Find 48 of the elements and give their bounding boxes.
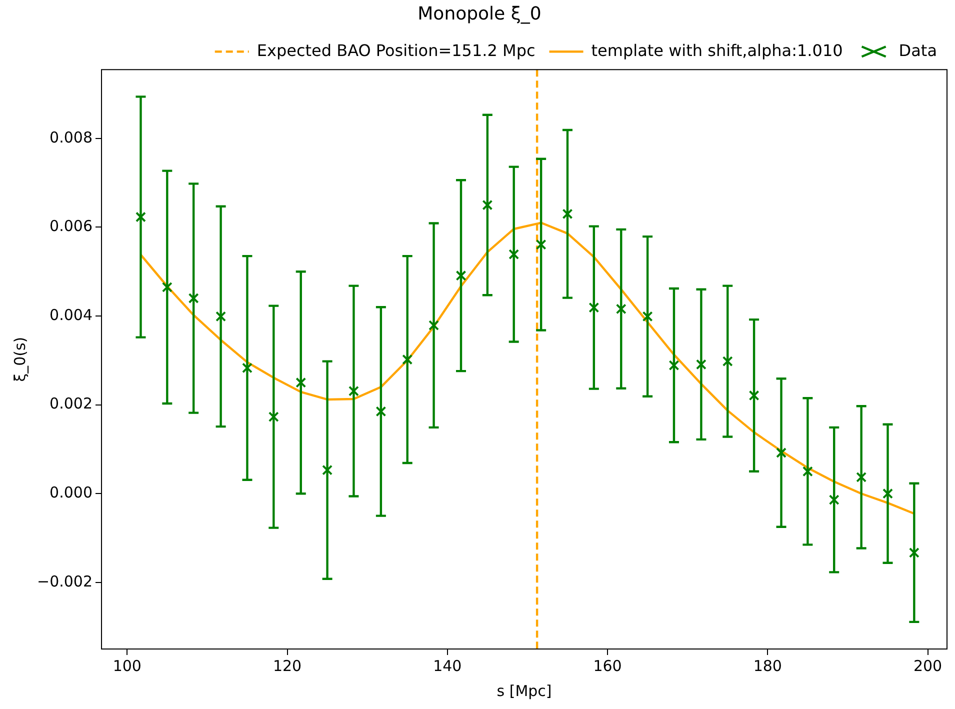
- point: [136, 212, 146, 222]
- point: [216, 311, 226, 322]
- chart-title: Monopole ξ_0: [418, 3, 542, 24]
- point: [696, 359, 706, 370]
- point: [376, 406, 386, 417]
- y-tick-label: 0.000: [50, 483, 93, 502]
- point: [588, 302, 600, 313]
- point: [268, 412, 279, 422]
- point: [856, 472, 867, 482]
- y-tick-label: 0.004: [50, 306, 93, 324]
- y-axis-title: ξ_0(s): [10, 336, 29, 382]
- point: [188, 293, 199, 304]
- point: [242, 362, 252, 374]
- y-tick-label: 0.006: [50, 217, 93, 236]
- x-tick-label: 120: [272, 656, 302, 675]
- point: [642, 311, 653, 322]
- point: [908, 547, 920, 558]
- point: [562, 208, 573, 220]
- legend-label: Data: [898, 40, 937, 60]
- point: [322, 464, 333, 476]
- point: [162, 282, 172, 292]
- point: [748, 390, 760, 401]
- x-tick-label: 100: [112, 656, 142, 675]
- legend-label: template with shift,alpha:1.010: [591, 40, 843, 60]
- point: [616, 304, 626, 314]
- point: [776, 448, 787, 458]
- point: [802, 466, 813, 477]
- x-tick-label: 160: [593, 656, 622, 675]
- legend-label: Expected BAO Position=151.2 Mpc: [256, 40, 536, 60]
- point: [296, 377, 306, 388]
- point: [482, 200, 493, 210]
- point: [882, 488, 893, 499]
- x-tick-label: 200: [913, 656, 942, 675]
- point: [348, 386, 359, 396]
- y-tick-label: 0.002: [50, 394, 93, 413]
- point: [722, 356, 733, 367]
- x-axis-title: s [Mpc]: [496, 682, 552, 700]
- point: [428, 320, 440, 331]
- point: [456, 270, 466, 281]
- y-tick-label: 0.008: [50, 128, 93, 146]
- y-tick-label: −0.002: [36, 572, 93, 590]
- point: [508, 249, 520, 260]
- point: [402, 354, 413, 365]
- point: [828, 494, 840, 506]
- x-tick-label: 140: [433, 656, 462, 675]
- point: [668, 360, 680, 371]
- point: [536, 239, 546, 250]
- x-tick-label: 180: [753, 656, 782, 675]
